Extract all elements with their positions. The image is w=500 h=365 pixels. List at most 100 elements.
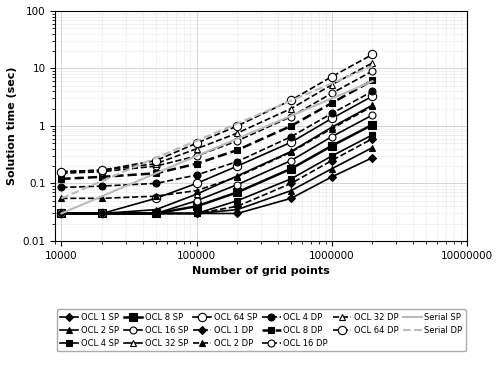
OCL 4 DP <box>153 181 159 185</box>
OCL 32 DP <box>234 131 240 135</box>
OCL 32 DP <box>58 169 64 174</box>
OCL 8 DP <box>288 124 294 128</box>
Serial SP <box>234 137 240 141</box>
OCL 16 SP <box>370 113 376 117</box>
OCL 64 DP <box>234 124 240 128</box>
OCL 1 DP <box>234 204 240 208</box>
OCL 64 DP <box>58 169 64 174</box>
Line: OCL 4 SP: OCL 4 SP <box>58 131 376 217</box>
OCL 4 DP <box>370 89 376 93</box>
Serial SP <box>370 79 376 83</box>
Line: Serial DP: Serial DP <box>62 66 372 198</box>
X-axis label: Number of grid points: Number of grid points <box>192 266 330 276</box>
Line: OCL 8 SP: OCL 8 SP <box>57 120 376 218</box>
OCL 4 SP <box>234 199 240 203</box>
OCL 32 DP <box>153 162 159 166</box>
OCL 16 DP <box>329 91 335 95</box>
OCL 8 DP <box>234 148 240 152</box>
Serial DP <box>370 64 376 68</box>
OCL 8 SP <box>194 204 200 208</box>
OCL 4 SP <box>153 211 159 216</box>
OCL 64 SP <box>58 211 64 216</box>
OCL 4 DP <box>288 134 294 139</box>
OCL 16 DP <box>58 171 64 176</box>
Serial DP <box>58 196 64 200</box>
OCL 64 DP <box>99 168 105 172</box>
Line: OCL 64 SP: OCL 64 SP <box>57 92 376 218</box>
OCL 1 SP <box>153 211 159 216</box>
OCL 16 SP <box>329 134 335 139</box>
Serial DP <box>288 99 294 103</box>
OCL 16 DP <box>234 139 240 143</box>
OCL 8 SP <box>370 123 376 127</box>
OCL 8 DP <box>370 78 376 82</box>
OCL 32 DP <box>194 147 200 151</box>
OCL 32 SP <box>329 125 335 130</box>
OCL 64 SP <box>153 196 159 200</box>
OCL 2 SP <box>329 166 335 171</box>
OCL 16 DP <box>194 154 200 158</box>
OCL 16 DP <box>370 69 376 73</box>
OCL 32 SP <box>153 207 159 212</box>
OCL 2 SP <box>234 207 240 212</box>
OCL 64 SP <box>99 211 105 216</box>
OCL 16 SP <box>99 211 105 216</box>
OCL 2 DP <box>370 104 376 108</box>
OCL 1 SP <box>288 196 294 200</box>
Serial DP <box>234 121 240 126</box>
OCL 2 SP <box>58 211 64 216</box>
OCL 8 SP <box>58 211 64 216</box>
Serial SP <box>329 96 335 101</box>
OCL 64 DP <box>153 158 159 163</box>
OCL 1 SP <box>370 155 376 160</box>
Line: OCL 64 DP: OCL 64 DP <box>57 50 376 176</box>
OCL 16 SP <box>288 158 294 163</box>
Line: OCL 2 DP: OCL 2 DP <box>58 103 376 202</box>
OCL 8 DP <box>58 177 64 181</box>
Line: OCL 32 SP: OCL 32 SP <box>58 102 376 217</box>
Serial DP <box>153 155 159 160</box>
OCL 2 DP <box>234 175 240 179</box>
OCL 64 SP <box>194 181 200 185</box>
OCL 2 SP <box>288 188 294 193</box>
OCL 1 DP <box>288 181 294 185</box>
Serial SP <box>99 194 105 198</box>
OCL 32 SP <box>99 211 105 216</box>
OCL 16 SP <box>153 211 159 216</box>
OCL 32 SP <box>288 149 294 154</box>
OCL 32 SP <box>370 103 376 107</box>
OCL 8 DP <box>329 101 335 105</box>
OCL 64 SP <box>329 116 335 120</box>
OCL 1 DP <box>153 211 159 216</box>
OCL 8 SP <box>288 166 294 171</box>
OCL 2 DP <box>58 196 64 200</box>
Serial SP <box>153 171 159 176</box>
OCL 2 SP <box>370 145 376 150</box>
OCL 64 SP <box>370 94 376 98</box>
Line: OCL 16 SP: OCL 16 SP <box>58 112 376 217</box>
OCL 4 DP <box>329 111 335 116</box>
OCL 4 SP <box>194 211 200 216</box>
Serial DP <box>194 139 200 143</box>
OCL 64 DP <box>288 98 294 103</box>
OCL 1 SP <box>329 175 335 179</box>
OCL 4 SP <box>329 154 335 158</box>
OCL 8 DP <box>194 162 200 166</box>
OCL 32 DP <box>288 107 294 111</box>
OCL 16 SP <box>234 182 240 187</box>
OCL 4 SP <box>99 211 105 216</box>
Line: OCL 1 SP: OCL 1 SP <box>58 155 376 216</box>
OCL 32 SP <box>58 211 64 216</box>
Line: OCL 32 DP: OCL 32 DP <box>58 59 376 175</box>
Line: Serial SP: Serial SP <box>62 81 372 214</box>
OCL 32 DP <box>99 168 105 172</box>
OCL 2 DP <box>99 196 105 200</box>
OCL 8 SP <box>329 144 335 148</box>
OCL 16 SP <box>194 199 200 203</box>
OCL 2 SP <box>194 211 200 216</box>
OCL 4 DP <box>234 160 240 164</box>
OCL 2 DP <box>153 194 159 198</box>
OCL 1 DP <box>329 158 335 163</box>
OCL 64 DP <box>329 74 335 79</box>
Serial SP <box>194 154 200 158</box>
